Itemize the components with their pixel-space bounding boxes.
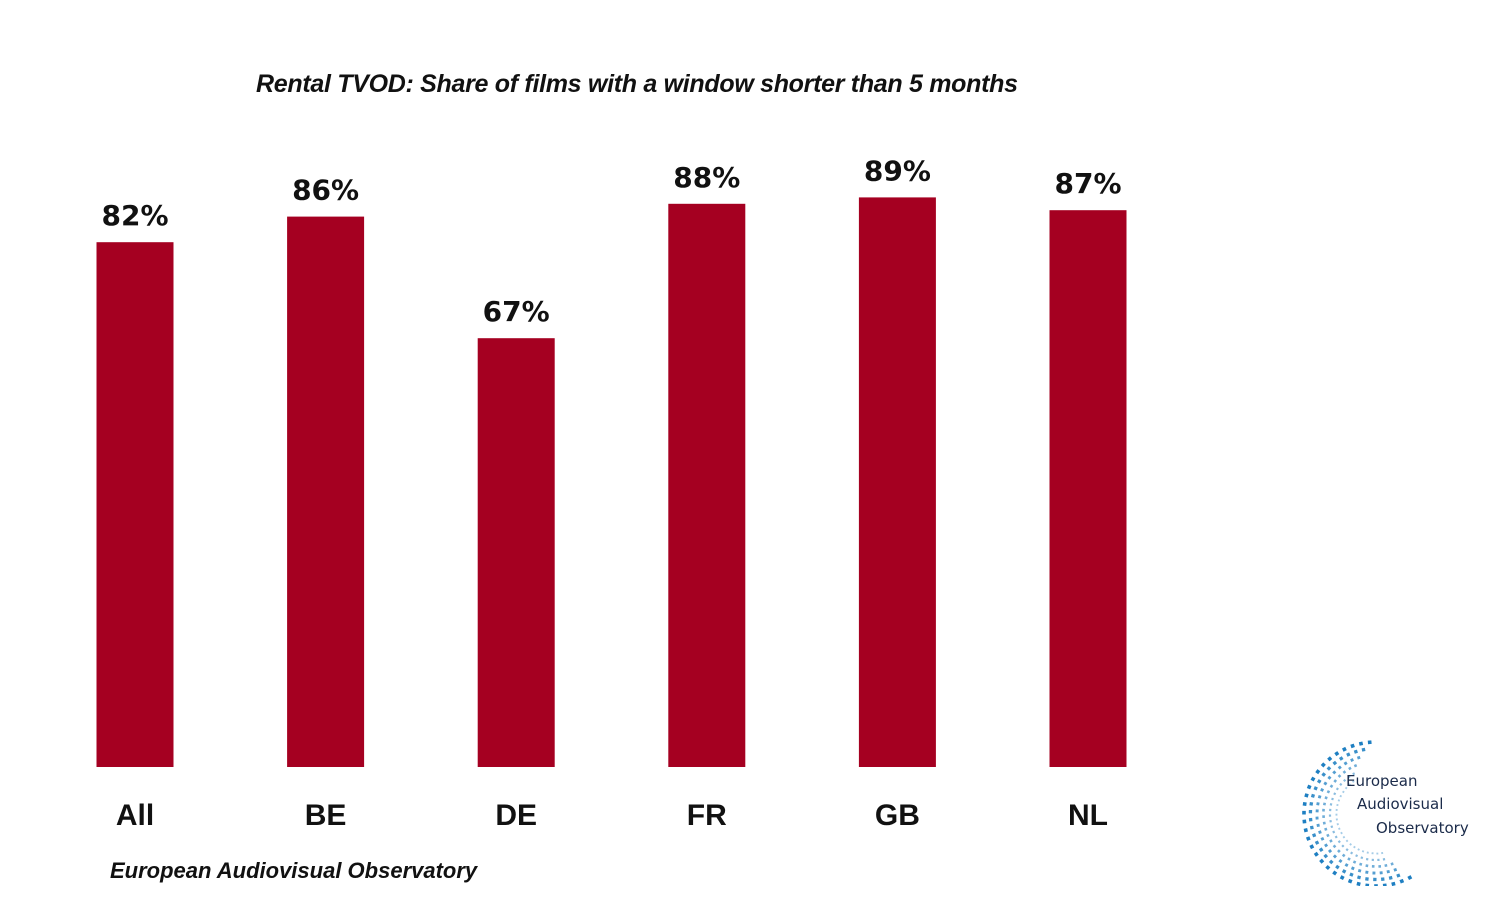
category-label-nl: NL	[1068, 799, 1108, 832]
category-labels-group: All BE DE FR GB NL	[116, 799, 1108, 832]
value-label-nl: 87%	[1054, 167, 1121, 200]
logo-line-1: European	[1346, 772, 1417, 790]
observatory-logo: European Audiovisual Observatory	[1302, 740, 1469, 886]
source-note: European Audiovisual Observatory	[110, 858, 478, 883]
category-label-fr: FR	[687, 799, 727, 832]
bar-gb	[858, 197, 936, 767]
bar-nl	[1049, 210, 1127, 767]
value-labels-group: 82% 86% 67% 88% 89% 87%	[101, 154, 1121, 328]
value-label-de: 67%	[483, 295, 550, 328]
category-label-be: BE	[305, 799, 347, 832]
category-label-gb: GB	[875, 799, 920, 832]
bar-be	[287, 216, 365, 768]
value-label-be: 86%	[292, 174, 359, 207]
category-label-all: All	[116, 799, 154, 832]
bar-de	[477, 338, 555, 767]
bar-all	[96, 242, 174, 767]
bars-group	[96, 197, 1127, 768]
chart-title: Rental TVOD: Share of films with a windo…	[256, 70, 1018, 98]
value-label-all: 82%	[101, 199, 168, 232]
value-label-gb: 89%	[864, 154, 931, 187]
logo-line-2: Audiovisual	[1357, 795, 1443, 813]
value-label-fr: 88%	[673, 161, 740, 194]
logo-arc-icon	[1302, 740, 1413, 886]
category-label-de: DE	[495, 799, 537, 832]
bar-fr	[668, 203, 746, 768]
logo-line-3: Observatory	[1376, 819, 1469, 837]
